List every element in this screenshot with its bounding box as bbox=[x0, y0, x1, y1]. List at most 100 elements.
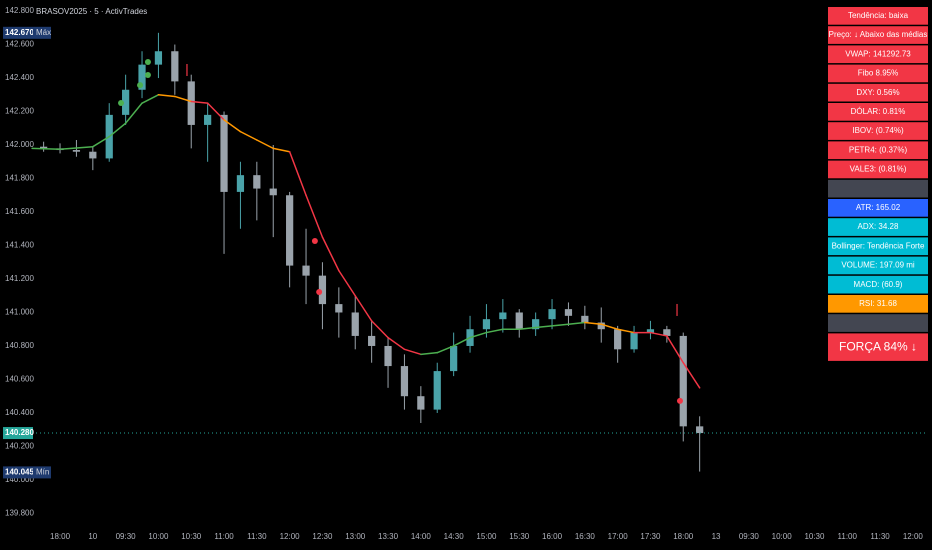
moving-average bbox=[616, 328, 635, 334]
candle-body bbox=[269, 188, 277, 196]
moving-average bbox=[31, 147, 61, 150]
panel-text: Fibo 8.95% bbox=[858, 69, 898, 78]
y-tick-label: 141.200 bbox=[5, 274, 34, 283]
candle-body bbox=[253, 175, 261, 189]
price-label-box bbox=[3, 466, 33, 479]
x-tick-label: 15:30 bbox=[509, 532, 530, 541]
panel-cell bbox=[828, 199, 928, 217]
x-tick-label: 10:00 bbox=[772, 532, 793, 541]
candle-body bbox=[532, 319, 540, 330]
candle-body bbox=[515, 312, 523, 330]
panel-text: MACD: (60.9) bbox=[854, 280, 903, 289]
y-tick-label: 141.600 bbox=[5, 207, 34, 216]
panel-text: VWAP: 141292.73 bbox=[845, 49, 911, 58]
price-tag: Mín bbox=[36, 468, 49, 477]
x-tick-label: 18:00 bbox=[50, 532, 71, 541]
price-tag-box bbox=[33, 26, 51, 39]
y-tick-label: 142.200 bbox=[5, 107, 34, 116]
chart-title: BRASOV2025 · 5 · ActivTrades bbox=[36, 7, 147, 16]
y-tick-label: 142.400 bbox=[5, 73, 34, 82]
candle-body bbox=[482, 319, 491, 330]
moving-average bbox=[567, 321, 586, 325]
moving-average bbox=[206, 102, 225, 121]
x-tick-label: 11:30 bbox=[247, 532, 267, 541]
moving-average bbox=[649, 331, 668, 337]
price-label: 142.670 bbox=[5, 28, 34, 37]
panel-cell bbox=[828, 26, 928, 44]
x-tick-label: 12:00 bbox=[280, 532, 301, 541]
moving-average bbox=[59, 145, 94, 150]
panel-text: FORÇA 84% ↓ bbox=[839, 339, 917, 353]
candle-body bbox=[564, 309, 573, 316]
moving-average bbox=[256, 139, 274, 150]
x-tick-label: 11:30 bbox=[870, 532, 890, 541]
panel-cell bbox=[828, 141, 928, 160]
candle-body bbox=[138, 64, 146, 90]
candle-body bbox=[597, 322, 605, 330]
x-tick-label: 09:30 bbox=[116, 532, 137, 541]
y-tick-label: 140.600 bbox=[5, 375, 34, 384]
x-tick-label: 17:30 bbox=[640, 532, 661, 541]
moving-average bbox=[403, 348, 422, 356]
x-tick-label: 11:00 bbox=[838, 532, 858, 541]
moving-average bbox=[321, 236, 340, 272]
moving-average bbox=[223, 119, 242, 133]
x-tick-label: 13:00 bbox=[345, 532, 366, 541]
candle-body bbox=[663, 329, 671, 336]
x-tick-label: 10 bbox=[88, 532, 97, 541]
moving-average bbox=[666, 335, 685, 364]
y-tick-label: 140.000 bbox=[5, 475, 34, 484]
candle-body bbox=[646, 329, 655, 333]
x-tick-label: 10:30 bbox=[804, 532, 825, 541]
candle-body bbox=[154, 51, 163, 65]
x-tick-label: 12:00 bbox=[903, 532, 924, 541]
candle-body bbox=[679, 335, 687, 427]
moving-average bbox=[518, 326, 537, 330]
x-tick-label: 11:00 bbox=[214, 532, 234, 541]
signal-dot bbox=[144, 72, 151, 79]
moving-average bbox=[190, 100, 209, 104]
moving-average bbox=[174, 95, 192, 103]
x-tick-label: 10:00 bbox=[148, 532, 169, 541]
panel-text: ADX: 34.28 bbox=[858, 222, 899, 231]
panel-text: Bollinger: Tendência Forte bbox=[832, 241, 925, 250]
panel-text: Tendência: baixa bbox=[848, 11, 909, 20]
panel-text: DÓLAR: 0.81% bbox=[851, 107, 906, 116]
moving-average bbox=[108, 122, 127, 138]
candle-body bbox=[220, 114, 228, 192]
price-label-box bbox=[3, 26, 33, 39]
signal-dot bbox=[118, 99, 125, 106]
moving-average bbox=[534, 325, 553, 329]
x-tick-label: 16:00 bbox=[542, 532, 563, 541]
candle-body bbox=[581, 315, 589, 323]
candle-body bbox=[548, 309, 556, 320]
price-label: 140.045 bbox=[5, 468, 34, 477]
panel-text: VOLUME: 197.09 mi bbox=[841, 261, 915, 270]
panel-cell bbox=[828, 7, 928, 25]
panel-text: VALE3: (0.81%) bbox=[850, 165, 907, 174]
y-tick-label: 140.200 bbox=[5, 442, 34, 451]
x-tick-label: 09:30 bbox=[739, 532, 760, 541]
signal-dot bbox=[311, 237, 318, 244]
candle-body bbox=[40, 146, 48, 149]
y-tick-label: 141.400 bbox=[5, 241, 34, 250]
y-tick-label: 140.800 bbox=[5, 341, 34, 350]
x-tick-label: 12:30 bbox=[312, 532, 333, 541]
price-tag-box bbox=[33, 466, 51, 479]
panel-cell bbox=[828, 122, 928, 140]
panel-cell bbox=[828, 275, 928, 294]
x-tick-label: 15:00 bbox=[476, 532, 497, 541]
panel-cell bbox=[828, 237, 928, 256]
panel-cell bbox=[828, 179, 928, 198]
x-tick-label: 13 bbox=[712, 532, 721, 541]
candle-body bbox=[368, 335, 376, 346]
signal-dot bbox=[676, 397, 683, 404]
panel-text: PETR4: (0.37%) bbox=[849, 145, 908, 154]
moving-average bbox=[485, 328, 504, 334]
moving-average bbox=[469, 331, 488, 339]
candle-body bbox=[171, 51, 179, 82]
moving-average bbox=[370, 320, 389, 339]
candle-body bbox=[614, 329, 622, 350]
candle-body bbox=[335, 304, 343, 313]
